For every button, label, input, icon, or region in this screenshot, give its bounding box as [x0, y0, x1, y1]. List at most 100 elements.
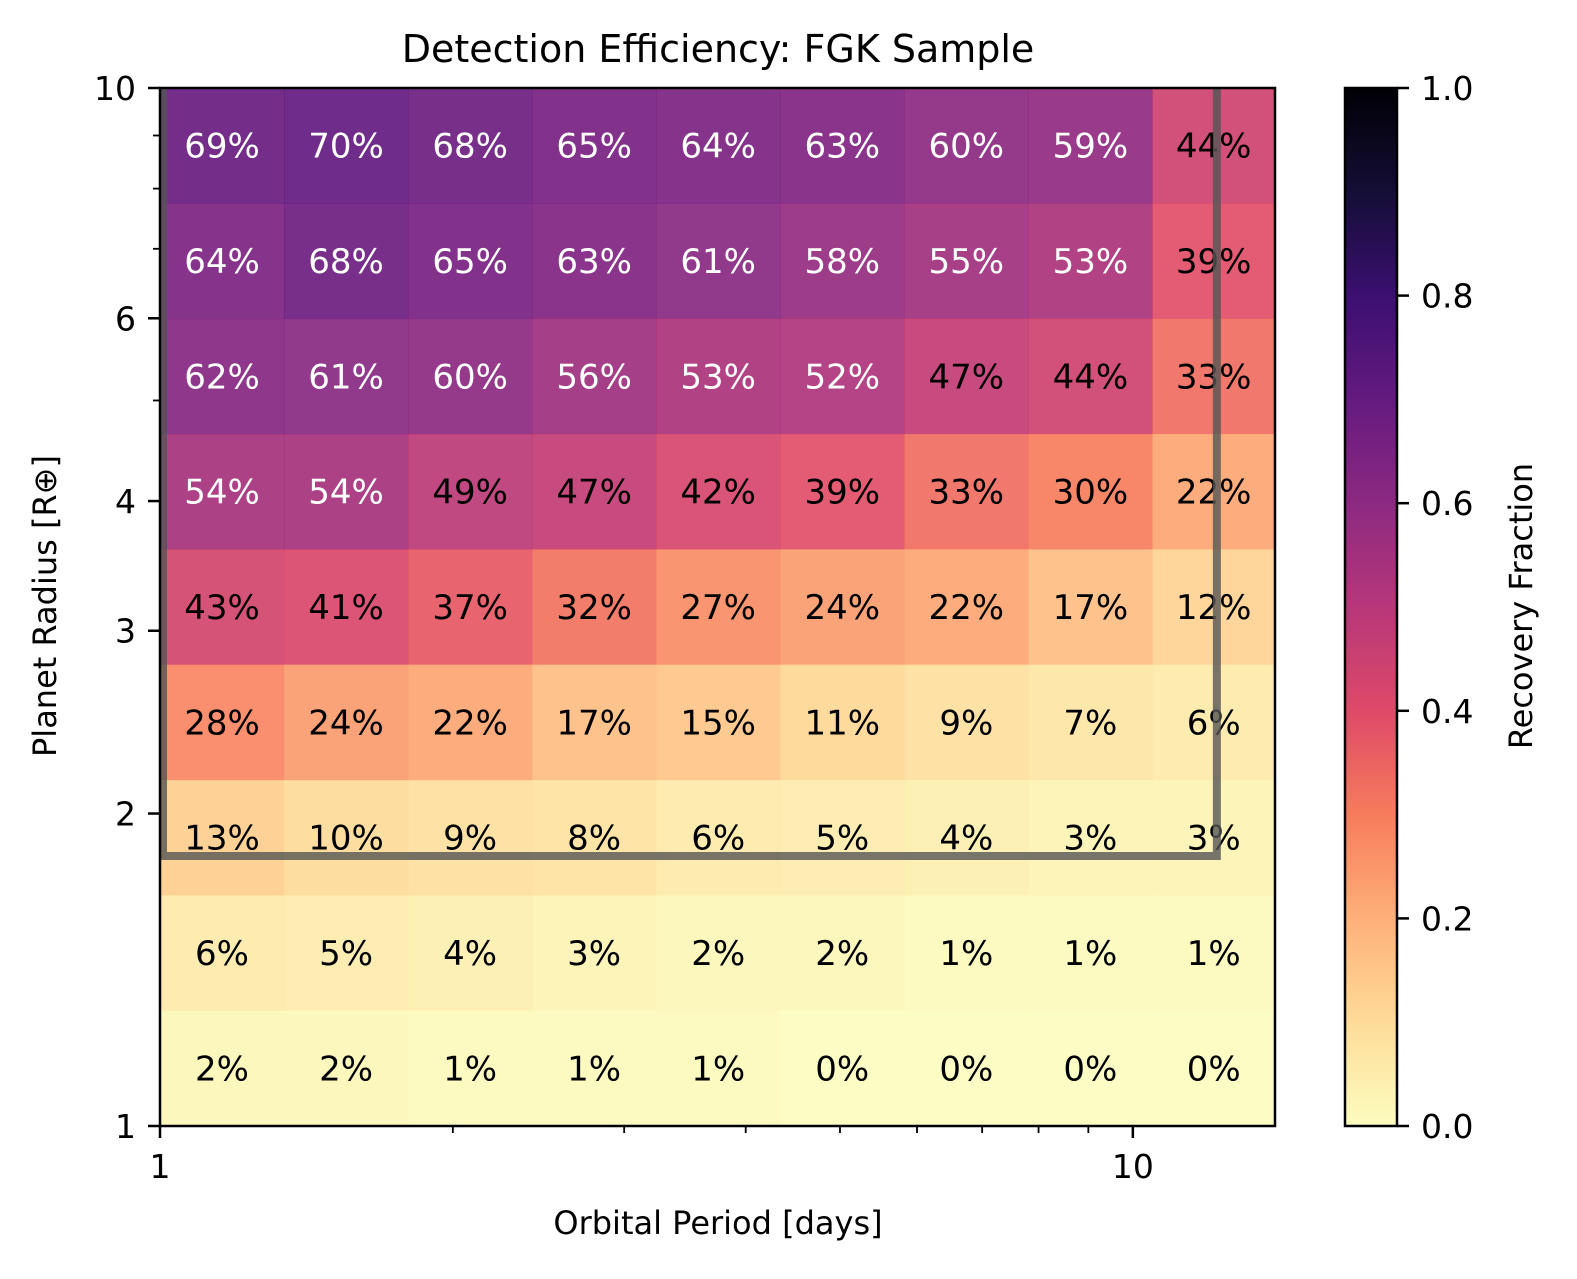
- colorbar-tick-label: 0.0: [1421, 1107, 1473, 1146]
- heatmap-cell-labels: 69% 70% 68% 65% 64% 63% 60% 59% 44% 64% 68% 65% 63% 6…: [184, 127, 1251, 1090]
- heatmap-cell: [532, 203, 657, 320]
- cell-value-label: 54%: [308, 473, 384, 513]
- y-tick-label: 2: [115, 795, 136, 834]
- heatmap-cell: [408, 1010, 533, 1127]
- cell-value-label: 53%: [1053, 242, 1129, 282]
- cell-value-label: 5%: [319, 934, 373, 974]
- y-tick-label: 6: [115, 299, 136, 338]
- cell-value-label: 3%: [567, 934, 621, 974]
- chart-title: Detection Efficiency: FGK Sample: [402, 27, 1035, 71]
- heatmap-cell: [656, 780, 781, 896]
- cell-value-label: 28%: [184, 703, 260, 743]
- plot-axes: 1 10 1 2 3 4 6 10: [94, 69, 1277, 1186]
- cell-value-label: 33%: [929, 473, 1005, 513]
- cell-value-label: 7%: [1063, 703, 1117, 743]
- cell-value-label: 0%: [815, 1049, 869, 1089]
- heatmap-cell: [408, 203, 533, 320]
- heatmap-cells: [160, 88, 1276, 1127]
- y-tick-label: 3: [115, 612, 136, 651]
- cell-value-label: 64%: [680, 127, 756, 167]
- heatmap-cell: [408, 895, 533, 1012]
- heatmap-cell: [656, 549, 781, 666]
- heatmap-cell: [283, 780, 409, 896]
- heatmap-cell: [904, 203, 1029, 320]
- cell-value-label: 60%: [929, 127, 1005, 167]
- colorbar-tick-label: 1.0: [1421, 69, 1473, 108]
- heatmap-cell: [1152, 1010, 1276, 1127]
- cell-value-label: 65%: [432, 242, 508, 282]
- heatmap-cell: [904, 664, 1029, 781]
- cell-value-label: 37%: [432, 588, 508, 628]
- cell-value-label: 2%: [195, 1049, 249, 1089]
- cell-value-label: 65%: [556, 127, 632, 167]
- heatmap-cell: [1028, 318, 1153, 435]
- cell-value-label: 2%: [815, 934, 869, 974]
- cell-value-label: 1%: [1187, 934, 1241, 974]
- heatmap-cell: [283, 549, 409, 666]
- heatmap-cell: [532, 780, 657, 896]
- heatmap-cell: [904, 88, 1029, 204]
- heatmap-cell: [780, 895, 905, 1012]
- heatmap-cell: [160, 203, 285, 320]
- cell-value-label: 17%: [1053, 588, 1129, 628]
- heatmap-cell: [656, 1010, 781, 1127]
- cell-value-label: 61%: [308, 357, 384, 397]
- colorbar-tick-label: 0.2: [1421, 899, 1473, 938]
- heatmap-cell: [283, 1010, 409, 1127]
- cell-value-label: 44%: [1053, 357, 1129, 397]
- heatmap-cell: [780, 549, 905, 666]
- heatmap-cell: [656, 664, 781, 781]
- heatmap-cell: [408, 433, 533, 550]
- heatmap-cell: [160, 1010, 285, 1127]
- y-axis-label: Planet Radius [R⊕]: [26, 455, 64, 757]
- colorbar-frame: [1343, 86, 1399, 1128]
- heatmap-cell: [904, 780, 1029, 896]
- plot-frame: [158, 86, 1277, 1128]
- heatmap-cell: [160, 433, 285, 550]
- heatmap-cell: [160, 549, 285, 666]
- heatmap-cell: [656, 433, 781, 550]
- heatmap-cell: [160, 318, 285, 435]
- cell-value-label: 11%: [804, 703, 880, 743]
- colorbar-tick-label: 0.6: [1421, 484, 1473, 523]
- heatmap-cell: [408, 549, 533, 666]
- cell-value-label: 42%: [680, 473, 756, 513]
- heatmap-cell: [904, 1010, 1029, 1127]
- cell-value-label: 32%: [556, 588, 632, 628]
- cell-value-label: 4%: [443, 934, 497, 974]
- heatmap-cell: [160, 664, 285, 781]
- heatmap-cell: [1028, 433, 1153, 550]
- heatmap-cell: [532, 88, 657, 204]
- cell-value-label: 15%: [680, 703, 756, 743]
- cell-value-label: 68%: [432, 127, 508, 167]
- cell-value-label: 52%: [804, 357, 880, 397]
- cell-value-label: 24%: [308, 703, 384, 743]
- cell-value-label: 39%: [804, 473, 880, 513]
- y-tick-label: 10: [94, 69, 136, 108]
- heatmap-cell: [1028, 1010, 1153, 1127]
- heatmap-cell: [904, 433, 1029, 550]
- heatmap-cell: [1028, 88, 1153, 204]
- cell-value-label: 59%: [1053, 127, 1129, 167]
- heatmap-cell: [780, 664, 905, 781]
- x-tick-label: 1: [150, 1147, 171, 1186]
- cell-value-label: 68%: [308, 242, 384, 282]
- cell-value-label: 1%: [443, 1049, 497, 1089]
- cell-value-label: 63%: [804, 127, 880, 167]
- cell-value-label: 43%: [184, 588, 260, 628]
- cell-value-label: 69%: [184, 127, 260, 167]
- cell-value-label: 2%: [319, 1049, 373, 1089]
- cell-value-label: 17%: [556, 703, 632, 743]
- heatmap-cell: [532, 318, 657, 435]
- heatmap-cell: [408, 318, 533, 435]
- heatmap-cell: [283, 203, 409, 320]
- cell-value-label: 30%: [1053, 473, 1129, 513]
- y-tick-label: 1: [115, 1107, 136, 1146]
- cell-value-label: 1%: [691, 1049, 745, 1089]
- heatmap-cell: [780, 780, 905, 896]
- heatmap-cell: [656, 895, 781, 1012]
- heatmap-cell: [904, 895, 1029, 1012]
- cell-value-label: 62%: [184, 357, 260, 397]
- cell-value-label: 60%: [432, 357, 508, 397]
